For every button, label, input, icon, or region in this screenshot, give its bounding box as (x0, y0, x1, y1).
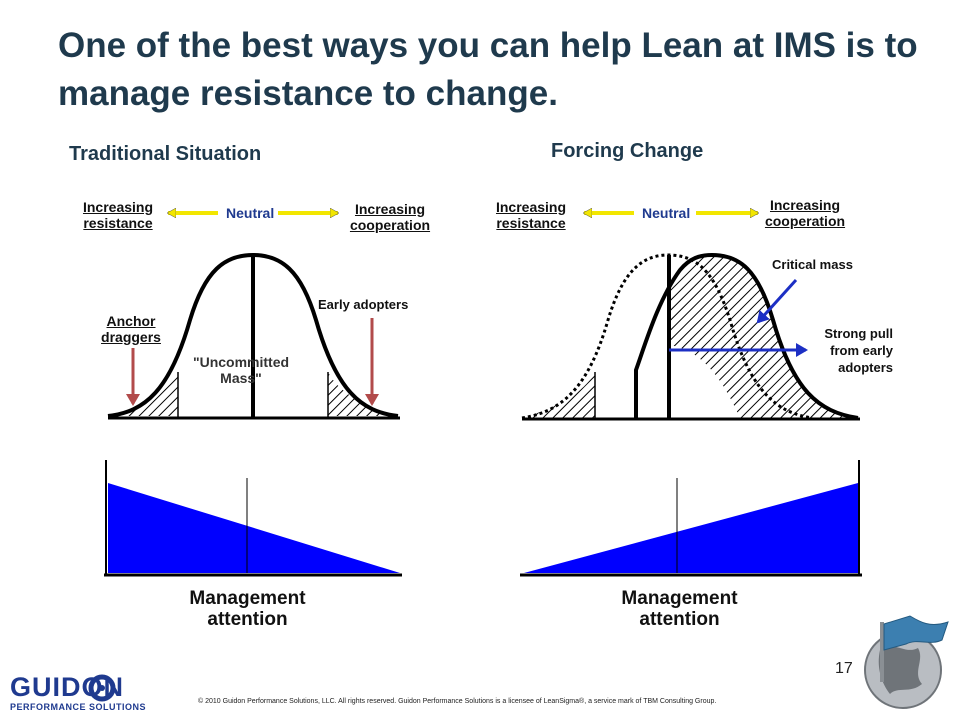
page-title: One of the best ways you can help Lean a… (58, 26, 918, 113)
left-management-attention-label: Management attention (189, 588, 306, 630)
left-resistance-label: Increasing resistance (82, 199, 154, 231)
right-bell-curves (521, 252, 860, 421)
critical-mass-label: Critical mass (772, 257, 853, 272)
page-number: 17 (835, 660, 853, 677)
copyright-footer: © 2010 Guidon Performance Solutions, LLC… (198, 698, 717, 705)
guidon-logo: GUIDON PERFORMANCE SOLUTIONS (10, 672, 150, 712)
early-adopters-label: Early adopters (318, 297, 409, 312)
uncommitted-mass-label: "Uncommitted Mass" (192, 354, 290, 386)
right-attention-chart (520, 460, 862, 577)
left-cooperation-label: Increasing cooperation (349, 201, 431, 233)
strong-pull-label: Strong pull from early adopters (824, 326, 893, 375)
right-cooperation-label: Increasing cooperation (764, 197, 846, 229)
right-neutral-label: Neutral (642, 205, 691, 221)
anchor-draggers-label: Anchor draggers (101, 313, 161, 345)
critical-mass-arrow (756, 278, 798, 324)
right-resistance-label: Increasing resistance (495, 199, 567, 231)
left-bell-curve (107, 252, 400, 420)
left-attention-chart (104, 460, 402, 577)
logo-brand: GUIDON (10, 672, 124, 702)
logo-tagline: PERFORMANCE SOLUTIONS (10, 702, 147, 712)
guidon-logo-mark (88, 674, 116, 702)
right-management-attention-label: Management attention (621, 588, 738, 630)
globe-flag-icon (864, 615, 949, 709)
left-neutral-label: Neutral (226, 205, 275, 221)
right-heading: Forcing Change (551, 140, 704, 162)
left-heading: Traditional Situation (69, 143, 262, 165)
